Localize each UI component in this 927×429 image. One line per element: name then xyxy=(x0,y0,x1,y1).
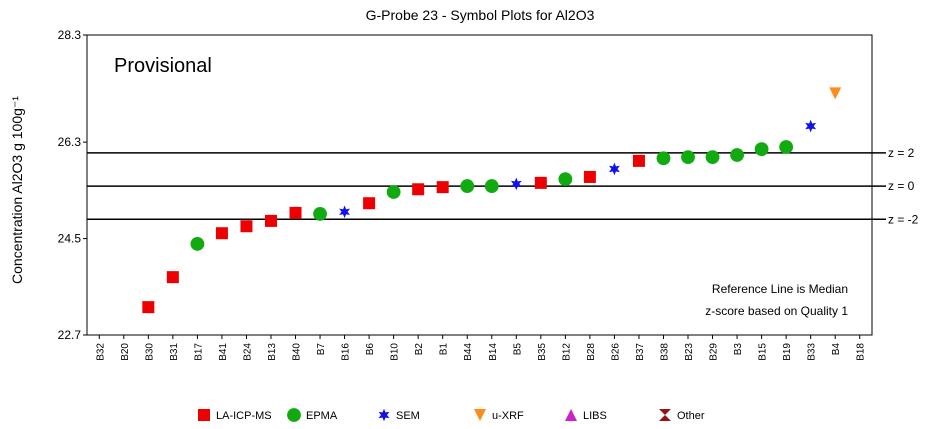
plot-frame xyxy=(86,34,873,336)
x-tick-label: B18 xyxy=(856,343,867,361)
legend-label: EPMA xyxy=(306,410,338,422)
x-tick-label: B3 xyxy=(733,343,744,356)
y-tick-label: 28.3 xyxy=(58,28,82,42)
legend-label: u-XRF xyxy=(492,410,524,422)
marker-square xyxy=(632,154,645,167)
x-tick-label: B28 xyxy=(586,343,597,361)
marker-circle xyxy=(484,179,499,193)
legend-label: LA-ICP-MS xyxy=(216,410,272,422)
marker-square xyxy=(412,183,425,196)
marker-square xyxy=(363,197,376,210)
legend-label: Other xyxy=(677,410,705,422)
marker-circle xyxy=(779,140,794,154)
marker-circle xyxy=(460,179,475,193)
marker-square xyxy=(142,301,155,314)
x-tick-label: B37 xyxy=(635,343,646,361)
x-tick-label: B35 xyxy=(537,343,548,361)
legend-label: LIBS xyxy=(583,410,607,422)
marker-circle xyxy=(287,408,301,422)
x-tick-label: B38 xyxy=(659,343,670,361)
marker-square xyxy=(215,227,228,240)
marker-triangle-down xyxy=(829,87,842,100)
x-tick-label: B40 xyxy=(292,343,303,361)
marker-circle xyxy=(754,142,769,157)
x-tick-label: B44 xyxy=(463,343,474,361)
x-tick-label: B16 xyxy=(341,343,352,361)
marker-hourglass xyxy=(659,409,671,421)
annotation: Reference Line is Median xyxy=(712,282,848,296)
x-tick-label: B1 xyxy=(439,343,450,356)
x-tick-label: B14 xyxy=(488,343,499,361)
marker-circle xyxy=(656,151,671,166)
marker-circle xyxy=(190,237,205,251)
marker-square xyxy=(534,176,547,189)
annotation: z-score based on Quality 1 xyxy=(705,304,848,318)
marker-star xyxy=(378,408,390,422)
x-tick-label: B6 xyxy=(365,343,376,356)
marker-circle xyxy=(313,207,327,221)
marker-triangle-up xyxy=(565,409,577,421)
x-tick-label: B26 xyxy=(610,343,621,361)
marker-square xyxy=(198,409,210,421)
marker-star xyxy=(805,119,817,133)
annotation: Provisional xyxy=(114,55,212,77)
legend-label: SEM xyxy=(396,410,420,422)
marker-square xyxy=(289,206,302,219)
marker-square xyxy=(583,170,596,183)
x-tick-label: B29 xyxy=(709,343,720,361)
marker-circle xyxy=(558,172,573,187)
x-tick-label: B13 xyxy=(267,343,278,361)
y-tick-label: 24.5 xyxy=(58,232,82,246)
reference-label: z = 2 xyxy=(888,146,915,160)
x-tick-label: B33 xyxy=(807,343,818,361)
x-tick-label: B20 xyxy=(120,343,131,361)
marker-triangle-down xyxy=(474,409,486,421)
reference-label: z = -2 xyxy=(888,212,919,226)
x-tick-label: B19 xyxy=(782,343,793,361)
x-tick-label: B24 xyxy=(242,343,253,361)
marker-square xyxy=(240,220,253,233)
y-tick-label: 22.7 xyxy=(58,328,82,342)
x-tick-label: B30 xyxy=(144,343,155,361)
y-axis-label: Concentration Al2O3 g 100g⁻¹ xyxy=(9,96,25,284)
reference-label: z = 0 xyxy=(888,179,915,193)
x-tick-label: B4 xyxy=(831,343,842,356)
marker-star xyxy=(608,162,620,176)
chart-title: G-Probe 23 - Symbol Plots for Al2O3 xyxy=(366,7,595,23)
marker-star xyxy=(339,205,351,219)
x-tick-label: B15 xyxy=(758,343,769,361)
x-tick-label: B41 xyxy=(218,343,229,361)
marker-circle xyxy=(681,150,695,165)
x-tick-label: B17 xyxy=(193,343,204,361)
marker-square xyxy=(264,214,277,227)
x-tick-label: B10 xyxy=(390,343,401,361)
marker-circle xyxy=(730,148,744,162)
marker-circle xyxy=(705,150,720,165)
x-tick-label: B5 xyxy=(512,343,523,356)
x-tick-label: B31 xyxy=(169,343,180,361)
marker-star xyxy=(510,177,522,191)
y-tick-label: 26.3 xyxy=(58,135,82,149)
marker-square xyxy=(166,271,179,284)
x-tick-label: B2 xyxy=(414,343,425,356)
x-tick-label: B23 xyxy=(684,343,695,361)
marker-circle xyxy=(386,185,401,199)
marker-square xyxy=(436,181,449,194)
x-tick-label: B7 xyxy=(316,343,327,356)
x-tick-label: B12 xyxy=(561,343,572,361)
x-tick-label: B32 xyxy=(95,343,106,361)
